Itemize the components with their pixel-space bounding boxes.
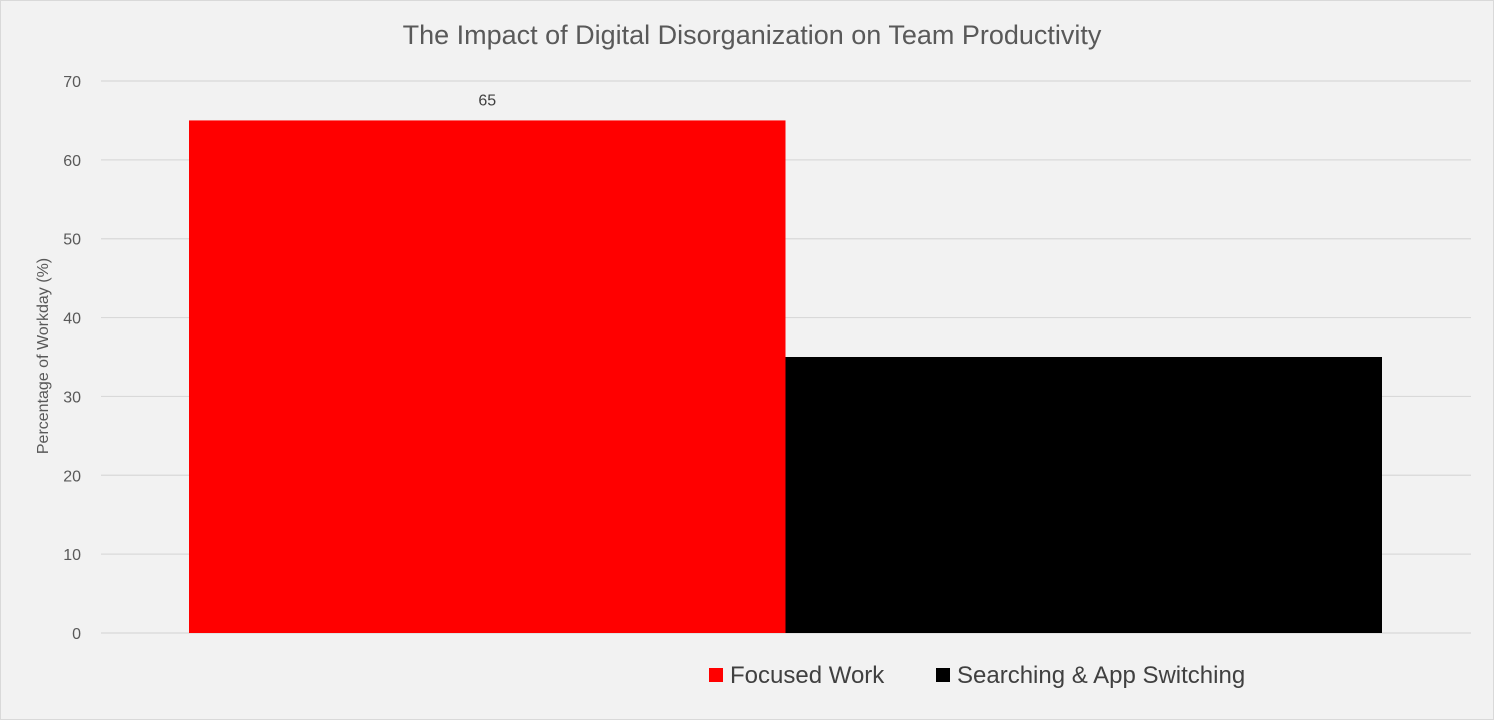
legend: Focused Work Searching & App Switching xyxy=(709,662,1245,689)
y-tick-label: 10 xyxy=(63,547,81,564)
y-tick-label: 40 xyxy=(63,311,81,328)
bar xyxy=(785,357,1382,633)
y-axis-ticks: 0 10 20 30 40 50 60 70 xyxy=(63,74,81,643)
data-label: 65 xyxy=(478,92,496,109)
y-tick-label: 60 xyxy=(63,153,81,170)
y-tick-label: 70 xyxy=(63,74,81,91)
data-labels: 65 xyxy=(478,92,496,109)
chart-title: The Impact of Digital Disorganization on… xyxy=(403,20,1102,50)
bars xyxy=(189,120,1382,633)
legend-swatch xyxy=(709,668,723,682)
legend-label: Searching & App Switching xyxy=(957,662,1245,689)
bar xyxy=(189,120,786,633)
y-tick-label: 50 xyxy=(63,232,81,249)
y-tick-label: 0 xyxy=(72,626,81,643)
y-tick-label: 30 xyxy=(63,389,81,406)
legend-swatch xyxy=(936,668,950,682)
y-tick-label: 20 xyxy=(63,468,81,485)
legend-label: Focused Work xyxy=(730,662,885,689)
y-axis-label: Percentage of Workday (%) xyxy=(35,258,52,454)
